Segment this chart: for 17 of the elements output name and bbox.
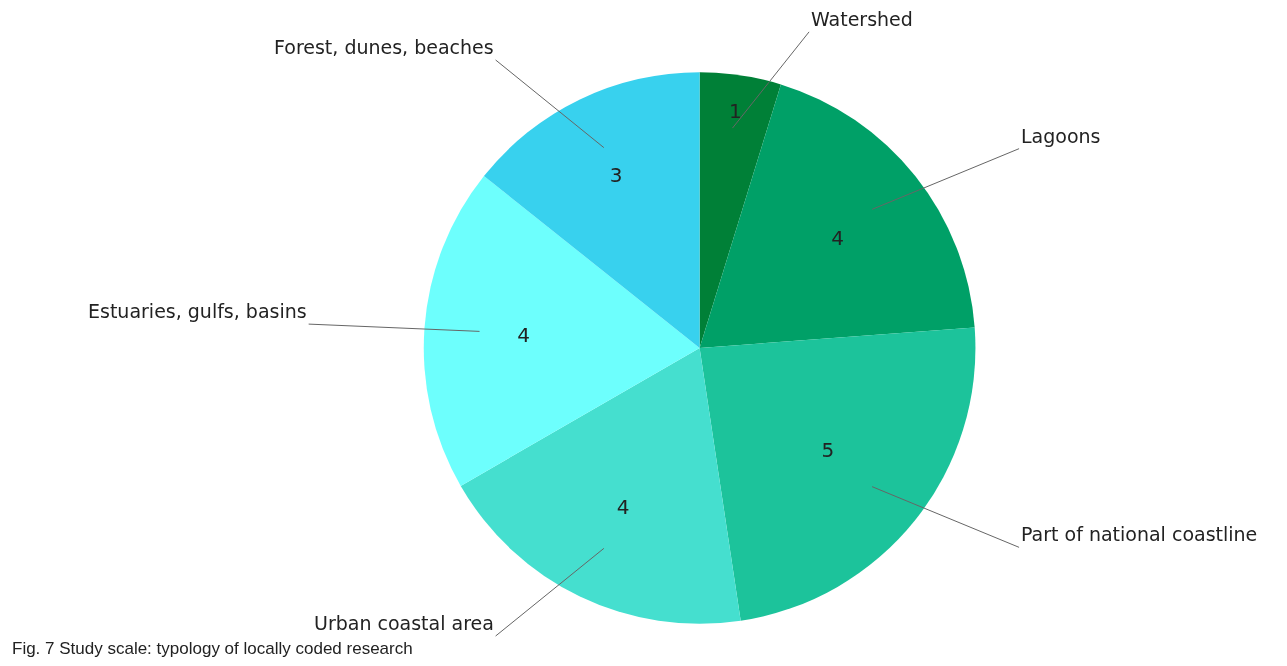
- slice-label: Forest, dunes, beaches: [274, 36, 494, 58]
- slice-label: Part of national coastline: [1021, 523, 1258, 545]
- slice-label: Lagoons: [1021, 125, 1101, 147]
- data-label: 3: [609, 162, 623, 187]
- pie-slice: [699, 72, 781, 348]
- data-label: 1: [729, 98, 742, 123]
- data-label: 5: [821, 438, 835, 463]
- data-label: 4: [517, 322, 531, 347]
- pie-slice: [483, 72, 700, 348]
- slice-label: Watershed: [811, 8, 913, 30]
- data-label: 4: [616, 494, 630, 519]
- caption: Fig. 7 Study scale: typology of locally coded research: [12, 639, 413, 658]
- data-label: 4: [831, 225, 844, 250]
- pie-slice: [699, 84, 975, 348]
- slice-label: Urban coastal area: [314, 612, 494, 634]
- pie-slice: [699, 327, 976, 621]
- slice-label: Estuaries, gulfs, basins: [88, 300, 307, 322]
